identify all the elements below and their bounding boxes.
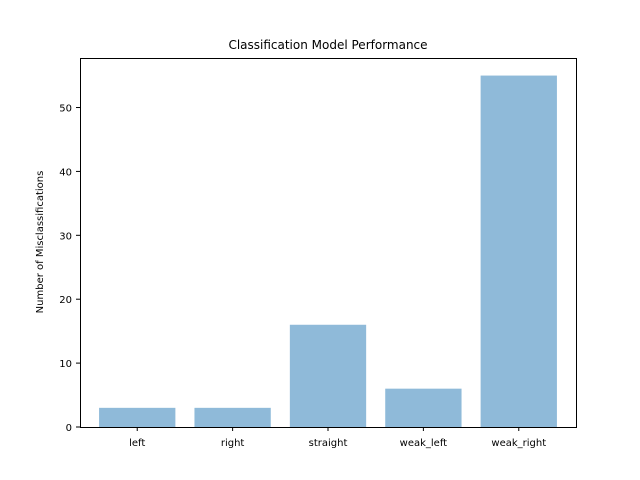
y-tick-label: 10 [59,359,72,370]
bars-group [99,75,557,428]
bar-weak_left [385,388,462,427]
chart-title: Classification Model Performance [228,38,427,52]
bar-weak_right [480,75,557,428]
x-tick-label: weak_left [400,438,448,449]
x-ticks-group: left right straight weak_left weak_right [129,427,546,449]
bar-left [99,407,176,427]
x-tick-label: straight [309,438,348,449]
x-tick-label: left [129,438,145,449]
y-ticks-group: 0 10 20 30 40 50 [59,104,80,434]
y-tick-label: 20 [59,295,72,306]
x-tick-label: right [221,438,245,449]
y-tick-label: 0 [66,423,72,434]
bar-right [194,407,271,427]
y-tick-label: 40 [59,167,72,178]
y-tick-label: 50 [59,104,72,115]
bar-straight [289,324,367,427]
y-axis-label: Number of Misclassifications [35,171,46,314]
y-tick-label: 30 [59,231,72,242]
plot-frame [80,58,577,428]
x-tick-label: weak_right [491,438,546,449]
